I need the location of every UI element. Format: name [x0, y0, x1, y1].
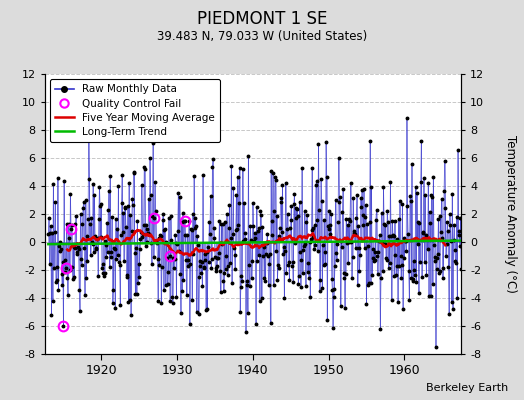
Y-axis label: Temperature Anomaly (°C): Temperature Anomaly (°C) — [504, 135, 517, 293]
Text: 39.483 N, 79.033 W (United States): 39.483 N, 79.033 W (United States) — [157, 30, 367, 43]
Text: PIEDMONT 1 SE: PIEDMONT 1 SE — [197, 10, 327, 28]
Legend: Raw Monthly Data, Quality Control Fail, Five Year Moving Average, Long-Term Tren: Raw Monthly Data, Quality Control Fail, … — [50, 79, 220, 142]
Text: Berkeley Earth: Berkeley Earth — [426, 383, 508, 393]
